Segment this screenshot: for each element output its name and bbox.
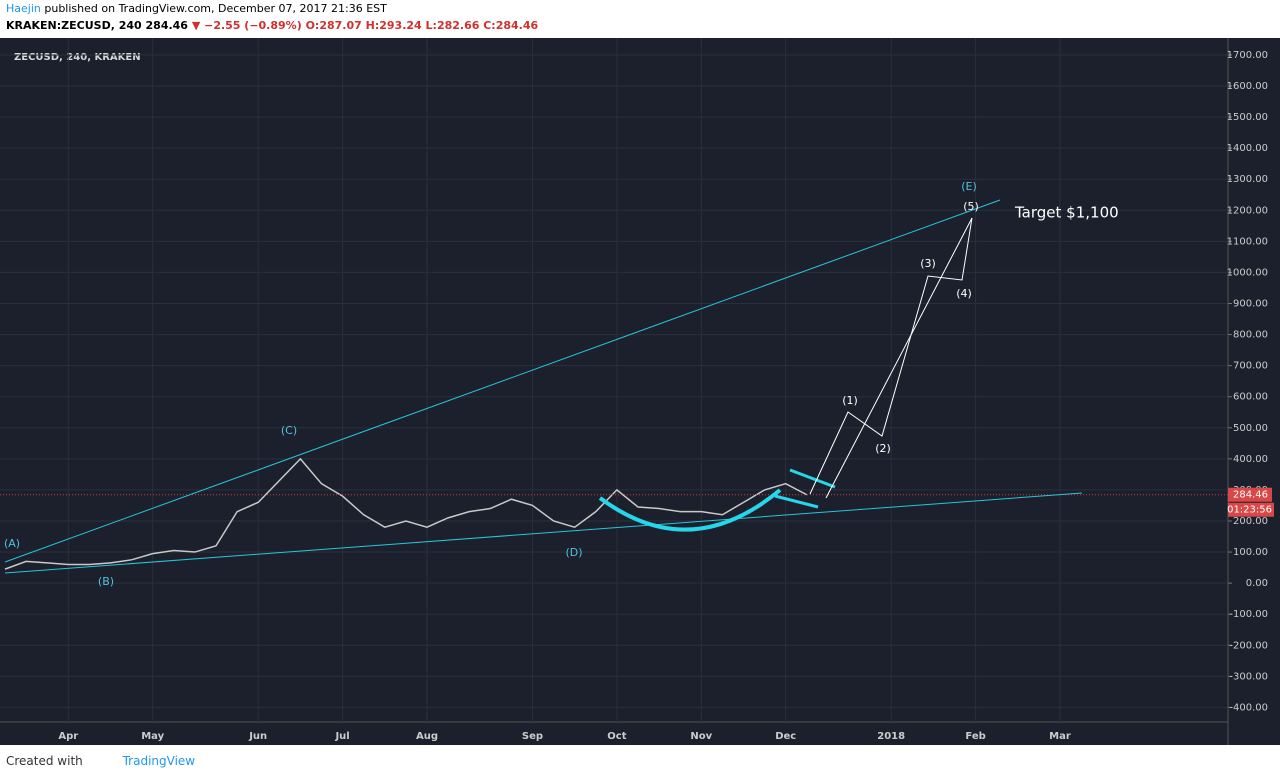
y-tick-label: -400.00 — [1229, 702, 1268, 713]
ohlc: C:284.46 — [483, 19, 539, 32]
trendline — [4, 199, 1001, 563]
y-tick-label: 0.00 — [1246, 578, 1268, 589]
y-tick-label: 700.00 — [1233, 361, 1268, 372]
x-tick-label: 2018 — [877, 731, 905, 742]
drawings — [4, 199, 1083, 574]
author[interactable]: Haejin — [6, 2, 41, 15]
y-tick-label: -200.00 — [1229, 640, 1268, 651]
trendline — [4, 492, 1083, 574]
y-tick-label: 1700.00 — [1227, 50, 1268, 61]
annotation: (4) — [956, 287, 972, 300]
x-tick-label: Nov — [690, 731, 712, 742]
created: Created with — [6, 754, 83, 768]
y-tick-label: 600.00 — [1233, 392, 1268, 403]
y-tick-label: 1600.00 — [1227, 81, 1268, 92]
chart-title: ZECUSD, 240, KRAKEN — [14, 52, 141, 63]
y-tick-label: 800.00 — [1233, 330, 1268, 341]
x-tick-label: Aug — [416, 731, 438, 742]
annotation: (B) — [98, 575, 114, 588]
y-tick-label: 1400.00 — [1227, 143, 1268, 154]
background — [0, 38, 1280, 745]
countdown-tag — [1228, 502, 1274, 517]
y-tick-label: 500.00 — [1233, 423, 1268, 434]
header: Haejin published on TradingView.com, Dec… — [0, 0, 1280, 38]
y-tick-label: 1200.00 — [1227, 205, 1268, 216]
annotation: (2) — [875, 442, 891, 455]
y-tick-label: 100.00 — [1233, 547, 1268, 558]
y-tick-label: 400.00 — [1233, 454, 1268, 465]
annotation: (3) — [920, 257, 936, 270]
flag-line — [774, 494, 819, 509]
x-tick-label: Jul — [334, 731, 349, 742]
annotation: (E) — [961, 180, 977, 193]
price-line — [4, 457, 808, 570]
flag-line — [789, 468, 836, 489]
projection — [809, 217, 973, 495]
price-tag — [1228, 487, 1272, 502]
cup-curve — [598, 488, 782, 532]
x-tick-label: Mar — [1049, 731, 1071, 742]
countdown-label: 01:23:56 — [1227, 505, 1272, 516]
annotation: (1) — [842, 394, 858, 407]
symbol: KRAKEN:ZECUSD, 240 — [6, 19, 142, 32]
chart: ZECUSD, 240, KRAKEN -400.00 -300.00 -200.0… — [0, 38, 1280, 745]
symbol-line: KRAKEN:ZECUSD, 240 284.46 ▼ −2.55 (−0.89… — [6, 17, 1280, 34]
ohlc: H:293.24 — [365, 19, 422, 32]
price-tag-label: 284.46 — [1233, 490, 1268, 501]
change: ▼ −2.55 (−0.89%) — [191, 19, 302, 32]
ohlc: O:287.07 — [305, 19, 362, 32]
y-tick-label: 1000.00 — [1227, 267, 1268, 278]
x-tick-label: Jun — [248, 731, 267, 742]
y-tick-label: 200.00 — [1233, 516, 1268, 527]
x-tick-label: May — [141, 731, 164, 742]
annotation: (D) — [565, 546, 582, 559]
y-tick-label: 1300.00 — [1227, 174, 1268, 185]
annotation: (C) — [281, 424, 297, 437]
annotation: (A) — [4, 537, 20, 550]
ohlc: L:282.66 — [425, 19, 480, 32]
y-tick-label: 1100.00 — [1227, 236, 1268, 247]
y-tick-label: -300.00 — [1229, 671, 1268, 682]
last: 284.46 — [145, 19, 188, 32]
x-tick-label: Apr — [58, 731, 78, 742]
x-tick-label: Sep — [522, 731, 543, 742]
y-tick-label: -100.00 — [1229, 609, 1268, 620]
x-tick-label: Dec — [775, 731, 796, 742]
y-tick-label: 1500.00 — [1227, 112, 1268, 123]
y-tick-label: 900.00 — [1233, 298, 1268, 309]
annotation: Target $1,100 — [1014, 204, 1119, 222]
published: published on TradingView.com, December 0… — [44, 2, 387, 15]
annotation: (5) — [963, 200, 979, 213]
x-tick-label: Feb — [965, 731, 985, 742]
footer: Created with TradingView — [0, 745, 1280, 778]
brand[interactable]: TradingView — [122, 754, 196, 768]
projection — [825, 217, 973, 499]
publish-line: Haejin published on TradingView.com, Dec… — [6, 0, 1280, 17]
x-tick-label: Oct — [607, 731, 626, 742]
